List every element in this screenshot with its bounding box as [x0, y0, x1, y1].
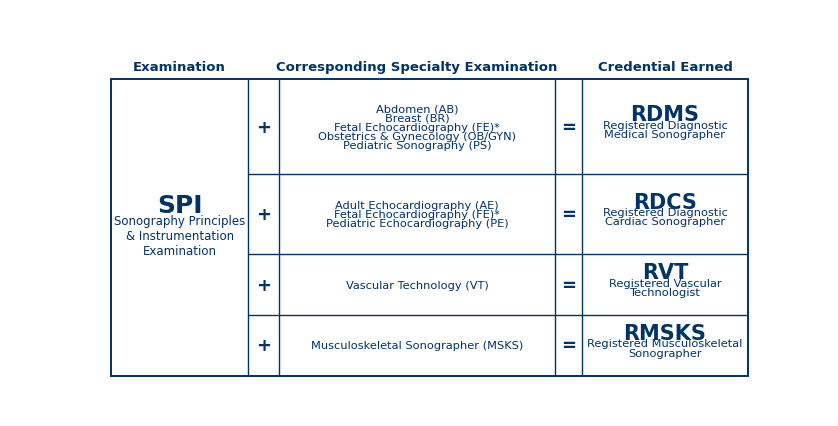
Text: Fetal Echocardiography (FE)*: Fetal Echocardiography (FE)* — [334, 122, 500, 132]
Text: Cardiac Sonographer: Cardiac Sonographer — [605, 217, 725, 227]
Text: RVT: RVT — [642, 262, 688, 282]
Text: Sonographer: Sonographer — [628, 348, 701, 358]
Text: Credential Earned: Credential Earned — [597, 61, 732, 74]
Text: & Instrumentation: & Instrumentation — [126, 230, 234, 242]
Text: Technologist: Technologist — [629, 287, 701, 297]
Text: SPI: SPI — [157, 193, 203, 217]
Text: Fetal Echocardiography (FE)*: Fetal Echocardiography (FE)* — [334, 210, 500, 220]
Text: Registered Vascular: Registered Vascular — [608, 278, 722, 288]
Text: +: + — [256, 206, 271, 224]
Text: =: = — [561, 276, 577, 294]
Text: =: = — [561, 337, 577, 354]
Text: RMSKS: RMSKS — [623, 323, 706, 343]
Text: Pediatric Echocardiography (PE): Pediatric Echocardiography (PE) — [326, 219, 509, 229]
Text: Musculoskeletal Sonographer (MSKS): Musculoskeletal Sonographer (MSKS) — [311, 340, 523, 351]
Text: Sonography Principles: Sonography Principles — [114, 215, 246, 228]
Text: Pediatric Sonography (PS): Pediatric Sonography (PS) — [343, 141, 491, 151]
Text: +: + — [256, 337, 271, 354]
Text: Breast (BR): Breast (BR) — [385, 113, 449, 123]
Text: Registered Diagnostic: Registered Diagnostic — [603, 208, 727, 218]
Text: Registered Musculoskeletal: Registered Musculoskeletal — [587, 339, 742, 348]
Text: Corresponding Specialty Examination: Corresponding Specialty Examination — [277, 61, 558, 74]
Text: Examination: Examination — [133, 61, 226, 74]
Text: =: = — [561, 118, 577, 136]
Text: Medical Sonographer: Medical Sonographer — [604, 130, 726, 140]
Text: Examination: Examination — [142, 244, 217, 257]
Text: +: + — [256, 276, 271, 294]
Text: Adult Echocardiography (AE): Adult Echocardiography (AE) — [335, 201, 499, 210]
Text: Obstetrics & Gynecology (OB/GYN): Obstetrics & Gynecology (OB/GYN) — [318, 132, 516, 141]
Text: Registered Diagnostic: Registered Diagnostic — [603, 121, 727, 130]
Text: Abdomen (AB): Abdomen (AB) — [375, 104, 458, 114]
Text: RDMS: RDMS — [630, 105, 700, 125]
Text: Vascular Technology (VT): Vascular Technology (VT) — [346, 280, 489, 290]
Text: +: + — [256, 118, 271, 136]
Text: =: = — [561, 206, 577, 224]
Text: RDCS: RDCS — [633, 192, 697, 212]
